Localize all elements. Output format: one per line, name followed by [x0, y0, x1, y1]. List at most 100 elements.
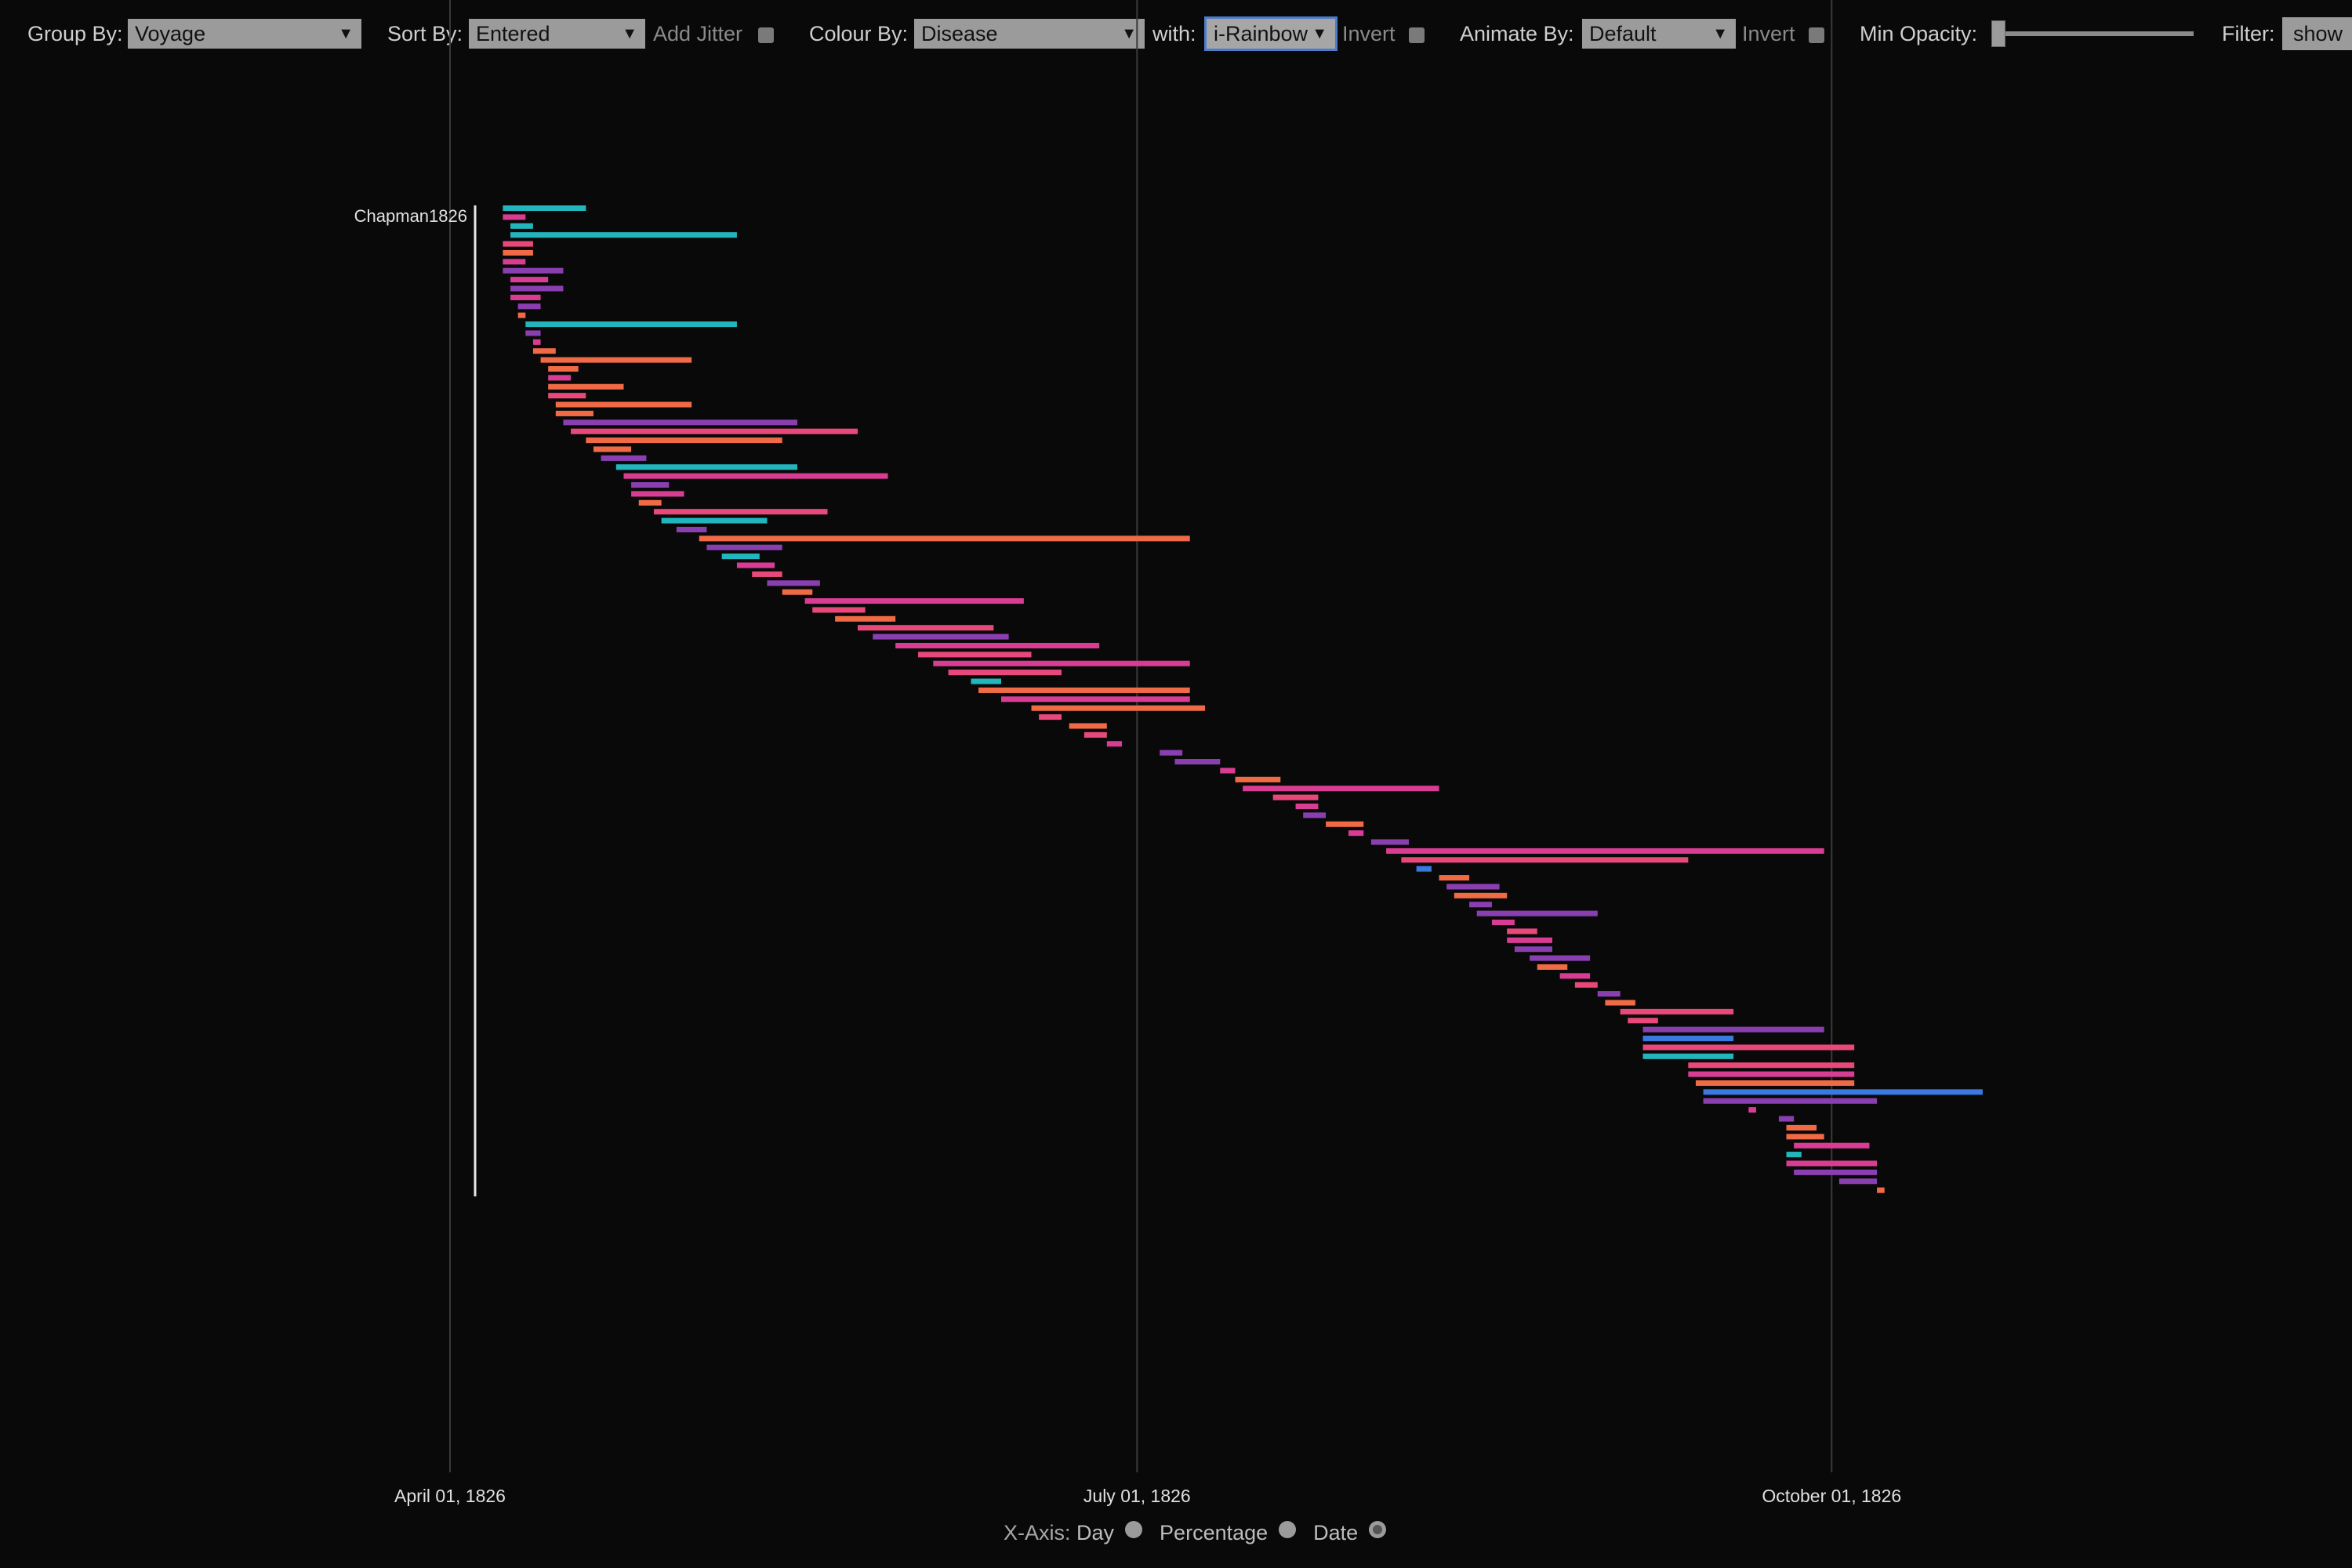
- timeline-bar[interactable]: [1748, 1107, 1756, 1113]
- timeline-bar[interactable]: [1295, 803, 1319, 810]
- timeline-bar[interactable]: [631, 491, 684, 497]
- timeline-bar[interactable]: [1348, 830, 1364, 837]
- timeline-bar[interactable]: [1507, 937, 1552, 943]
- timeline-bar[interactable]: [1838, 1178, 1878, 1185]
- timeline-bar[interactable]: [858, 625, 994, 631]
- timeline-bar[interactable]: [1786, 1160, 1878, 1167]
- timeline-bar[interactable]: [548, 365, 579, 372]
- timeline-bar[interactable]: [1446, 884, 1500, 890]
- timeline-bar[interactable]: [661, 517, 768, 524]
- timeline-bar[interactable]: [895, 642, 1100, 649]
- timeline-bar[interactable]: [1695, 1080, 1855, 1087]
- timeline-bar[interactable]: [563, 419, 797, 426]
- timeline-bar[interactable]: [654, 509, 828, 515]
- timeline-bar[interactable]: [517, 303, 541, 310]
- palette-select[interactable]: i-Rainbow ▼: [1204, 16, 1338, 51]
- timeline-bar[interactable]: [548, 375, 572, 381]
- timeline-bar[interactable]: [555, 401, 692, 408]
- timeline-bar[interactable]: [1401, 857, 1689, 863]
- timeline-bar[interactable]: [548, 393, 586, 399]
- timeline-bar[interactable]: [1303, 812, 1327, 818]
- timeline-bar[interactable]: [503, 249, 533, 256]
- timeline-bar[interactable]: [1642, 1053, 1734, 1059]
- timeline-bar[interactable]: [1642, 1036, 1734, 1042]
- timeline-bar[interactable]: [1416, 866, 1432, 872]
- timeline-bar[interactable]: [1326, 821, 1364, 827]
- timeline-bar[interactable]: [555, 410, 593, 416]
- min-opacity-slider[interactable]: [1991, 31, 2194, 36]
- timeline-bar[interactable]: [1597, 991, 1621, 997]
- timeline-bar[interactable]: [812, 607, 866, 613]
- timeline-bar[interactable]: [1688, 1071, 1855, 1077]
- xaxis-option-percentage-radio[interactable]: [1279, 1520, 1297, 1538]
- timeline-bar[interactable]: [503, 205, 586, 212]
- timeline-bar[interactable]: [1507, 928, 1537, 935]
- timeline-bar[interactable]: [1469, 902, 1492, 908]
- timeline-bar[interactable]: [1794, 1169, 1878, 1175]
- timeline-bar[interactable]: [1069, 723, 1107, 729]
- invert-colour-checkbox[interactable]: [1409, 27, 1425, 43]
- timeline-bar[interactable]: [1272, 794, 1319, 800]
- timeline-bar[interactable]: [873, 633, 1009, 640]
- timeline-bar[interactable]: [548, 383, 624, 390]
- colour-by-select[interactable]: Disease ▼: [914, 19, 1145, 49]
- timeline-bar[interactable]: [525, 321, 737, 328]
- timeline-bar[interactable]: [1628, 1018, 1658, 1024]
- animate-by-select[interactable]: Default ▼: [1582, 19, 1736, 49]
- timeline-bar[interactable]: [571, 428, 858, 434]
- timeline-bar[interactable]: [721, 554, 760, 560]
- timeline-bar[interactable]: [593, 446, 632, 452]
- timeline-bar[interactable]: [1454, 892, 1508, 898]
- timeline-bar[interactable]: [623, 473, 888, 479]
- timeline-bar[interactable]: [1243, 786, 1439, 792]
- timeline-bar[interactable]: [782, 589, 813, 595]
- timeline-bar[interactable]: [638, 499, 662, 506]
- timeline-bar[interactable]: [510, 223, 533, 229]
- timeline-bar[interactable]: [1786, 1152, 1802, 1158]
- timeline-bar[interactable]: [631, 482, 670, 488]
- timeline-bar[interactable]: [510, 285, 564, 292]
- timeline-bar[interactable]: [1786, 1124, 1817, 1131]
- timeline-bar[interactable]: [1703, 1089, 1983, 1095]
- timeline-bar[interactable]: [1220, 768, 1236, 774]
- timeline-bar[interactable]: [971, 678, 1001, 684]
- filter-input[interactable]: show: [2282, 17, 2352, 50]
- timeline-bar[interactable]: [503, 267, 564, 274]
- timeline-bar[interactable]: [1794, 1142, 1870, 1149]
- timeline-bar[interactable]: [1514, 946, 1552, 953]
- timeline-bar[interactable]: [615, 464, 797, 470]
- timeline-bar[interactable]: [1491, 919, 1515, 926]
- timeline-bar[interactable]: [1574, 982, 1598, 988]
- timeline-bar[interactable]: [532, 348, 556, 354]
- timeline-bar[interactable]: [1642, 1044, 1855, 1051]
- timeline-bar[interactable]: [1235, 776, 1281, 782]
- group-by-select[interactable]: Voyage ▼: [128, 19, 361, 49]
- timeline-bar[interactable]: [540, 357, 692, 363]
- timeline-bar[interactable]: [1877, 1187, 1885, 1193]
- timeline-bar[interactable]: [1031, 705, 1205, 711]
- timeline-bar[interactable]: [503, 214, 526, 220]
- timeline-bar[interactable]: [736, 562, 775, 568]
- timeline-bar[interactable]: [1786, 1134, 1824, 1140]
- timeline-bar[interactable]: [503, 259, 526, 265]
- timeline-bar[interactable]: [525, 330, 541, 336]
- timeline-bar[interactable]: [1106, 741, 1123, 747]
- min-opacity-handle[interactable]: [1991, 20, 2005, 47]
- timeline-bar[interactable]: [1537, 964, 1568, 970]
- timeline-bar[interactable]: [1605, 1000, 1635, 1006]
- timeline-bar[interactable]: [1000, 696, 1190, 702]
- xaxis-option-date-radio[interactable]: [1369, 1520, 1387, 1538]
- timeline-bar[interactable]: [1688, 1062, 1855, 1069]
- timeline-bar[interactable]: [601, 455, 647, 461]
- timeline-bar[interactable]: [933, 660, 1190, 666]
- timeline-bar[interactable]: [948, 670, 1062, 676]
- timeline-bar[interactable]: [918, 652, 1032, 658]
- timeline-bar[interactable]: [1476, 910, 1598, 916]
- timeline-bar[interactable]: [503, 241, 533, 247]
- timeline-bar[interactable]: [1642, 1026, 1824, 1033]
- timeline-bar[interactable]: [1559, 973, 1591, 979]
- timeline-bar[interactable]: [510, 232, 737, 238]
- timeline-bar[interactable]: [1439, 875, 1470, 881]
- timeline-bar[interactable]: [1160, 750, 1183, 756]
- timeline-bar[interactable]: [532, 339, 541, 345]
